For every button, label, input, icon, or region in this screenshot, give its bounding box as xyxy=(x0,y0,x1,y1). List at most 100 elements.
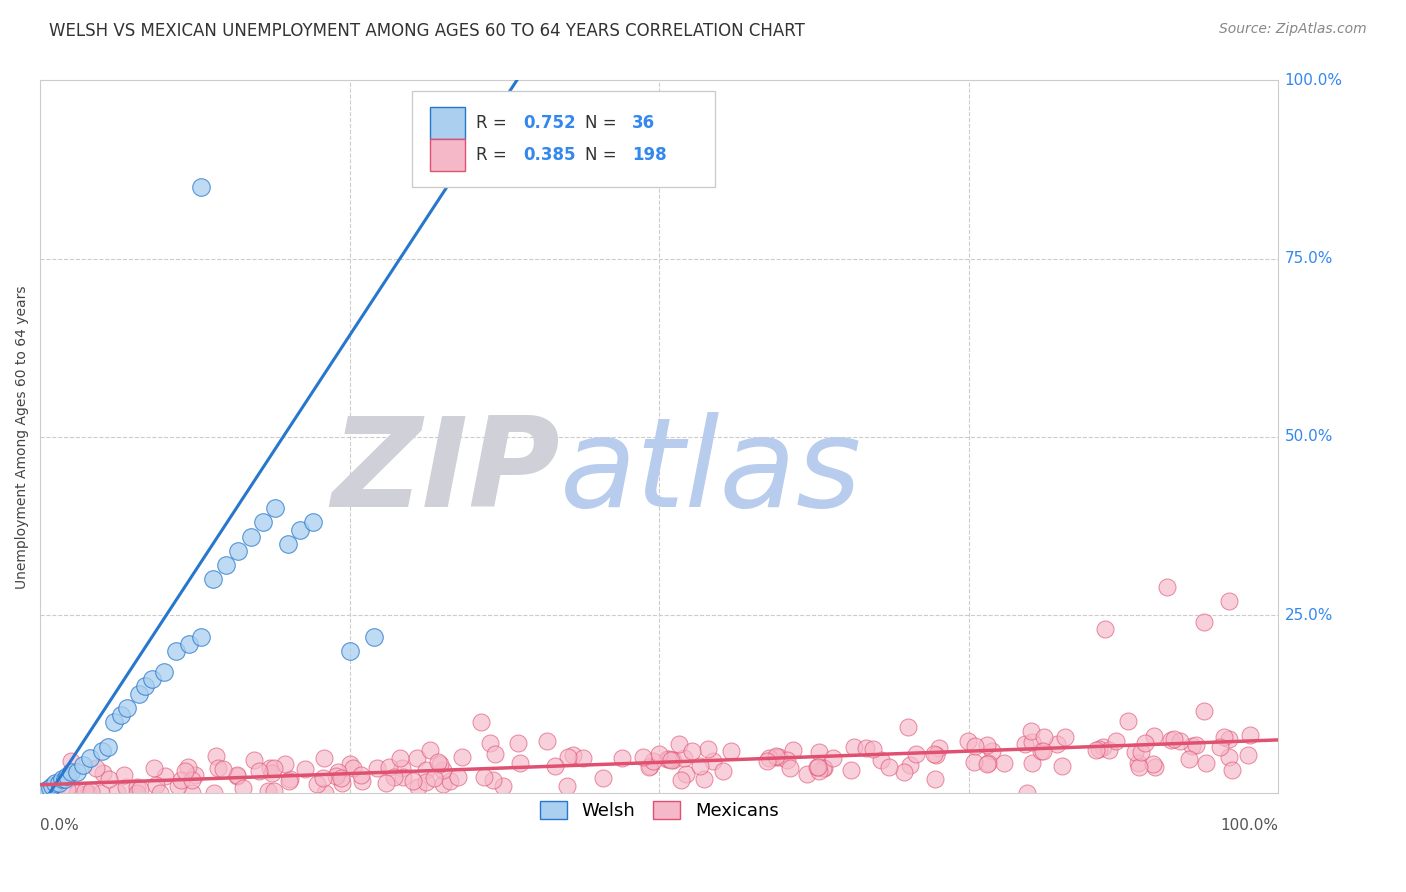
Point xyxy=(259,761,281,775)
Point xyxy=(776,753,799,767)
Point xyxy=(134,680,156,694)
Point xyxy=(1129,745,1152,759)
Point xyxy=(1054,730,1077,744)
Point xyxy=(1033,730,1056,744)
Point xyxy=(301,516,323,530)
Point xyxy=(509,756,531,770)
Point xyxy=(382,770,405,784)
Text: 0.0%: 0.0% xyxy=(41,818,79,833)
Point xyxy=(39,780,62,795)
Point xyxy=(77,786,100,800)
Point xyxy=(419,743,441,757)
Point xyxy=(668,737,690,751)
FancyBboxPatch shape xyxy=(412,91,714,187)
Point xyxy=(311,771,333,785)
Point xyxy=(492,779,515,793)
Point xyxy=(402,774,425,789)
Point xyxy=(1163,732,1185,747)
Point xyxy=(641,755,664,769)
Point xyxy=(184,768,207,782)
Point xyxy=(1123,745,1146,759)
Point xyxy=(806,760,828,774)
Point xyxy=(681,744,703,758)
Point xyxy=(66,786,89,800)
Point xyxy=(924,772,946,787)
Point xyxy=(55,782,77,797)
Point xyxy=(1195,756,1218,770)
Point xyxy=(1218,594,1240,608)
Point xyxy=(1185,738,1208,752)
Point xyxy=(294,762,316,776)
Point xyxy=(181,773,204,788)
Point xyxy=(925,747,948,762)
Point xyxy=(844,740,866,755)
Point xyxy=(212,763,235,777)
Text: ZIP: ZIP xyxy=(332,412,560,533)
Point xyxy=(839,763,862,777)
Point xyxy=(478,736,501,750)
Point xyxy=(426,755,449,769)
Point xyxy=(264,501,287,516)
Point xyxy=(378,760,401,774)
Point xyxy=(155,769,177,783)
Point xyxy=(330,771,353,785)
Text: WELSH VS MEXICAN UNEMPLOYMENT AMONG AGES 60 TO 64 YEARS CORRELATION CHART: WELSH VS MEXICAN UNEMPLOYMENT AMONG AGES… xyxy=(49,22,806,40)
Point xyxy=(633,750,655,764)
Point xyxy=(190,180,212,194)
Point xyxy=(252,516,274,530)
Point xyxy=(391,770,413,784)
Point xyxy=(439,774,461,789)
Point xyxy=(1239,728,1261,742)
Point xyxy=(110,708,132,723)
Point xyxy=(697,741,720,756)
Text: 0.752: 0.752 xyxy=(523,114,575,132)
Point xyxy=(1181,739,1204,753)
Point xyxy=(1126,756,1149,770)
Text: 100.0%: 100.0% xyxy=(1285,73,1343,88)
Point xyxy=(205,748,228,763)
Point xyxy=(956,734,979,748)
Point xyxy=(813,760,835,774)
Point xyxy=(897,720,920,734)
Point xyxy=(669,773,692,788)
Point xyxy=(129,782,152,797)
Point xyxy=(167,779,190,793)
Point xyxy=(758,750,780,764)
Point xyxy=(1160,733,1182,747)
Point xyxy=(41,779,63,793)
Point xyxy=(181,786,204,800)
Point xyxy=(53,772,76,786)
Bar xyxy=(430,107,465,139)
Point xyxy=(1143,729,1166,743)
Point xyxy=(638,759,661,773)
Point xyxy=(713,764,735,779)
Point xyxy=(557,750,579,764)
Point xyxy=(675,767,697,781)
Point xyxy=(1218,732,1240,747)
Point xyxy=(215,558,238,573)
Point xyxy=(823,750,845,764)
Point xyxy=(1192,615,1215,630)
Point xyxy=(80,784,103,798)
Point xyxy=(97,739,120,754)
Point xyxy=(429,756,451,771)
Point xyxy=(243,753,266,767)
Point xyxy=(278,772,301,786)
Point xyxy=(202,573,225,587)
Point xyxy=(965,739,987,753)
Point xyxy=(1105,734,1128,748)
Point xyxy=(423,771,446,785)
Point xyxy=(391,761,413,775)
Point xyxy=(432,777,454,791)
Point xyxy=(1209,740,1232,755)
Point xyxy=(1142,756,1164,771)
Point xyxy=(544,759,567,773)
Point xyxy=(51,772,73,786)
Point xyxy=(226,544,249,558)
Point xyxy=(60,764,83,779)
Point xyxy=(1220,763,1243,777)
Text: atlas: atlas xyxy=(560,412,862,533)
Point xyxy=(877,760,900,774)
Point xyxy=(288,523,311,537)
Point xyxy=(165,644,187,658)
